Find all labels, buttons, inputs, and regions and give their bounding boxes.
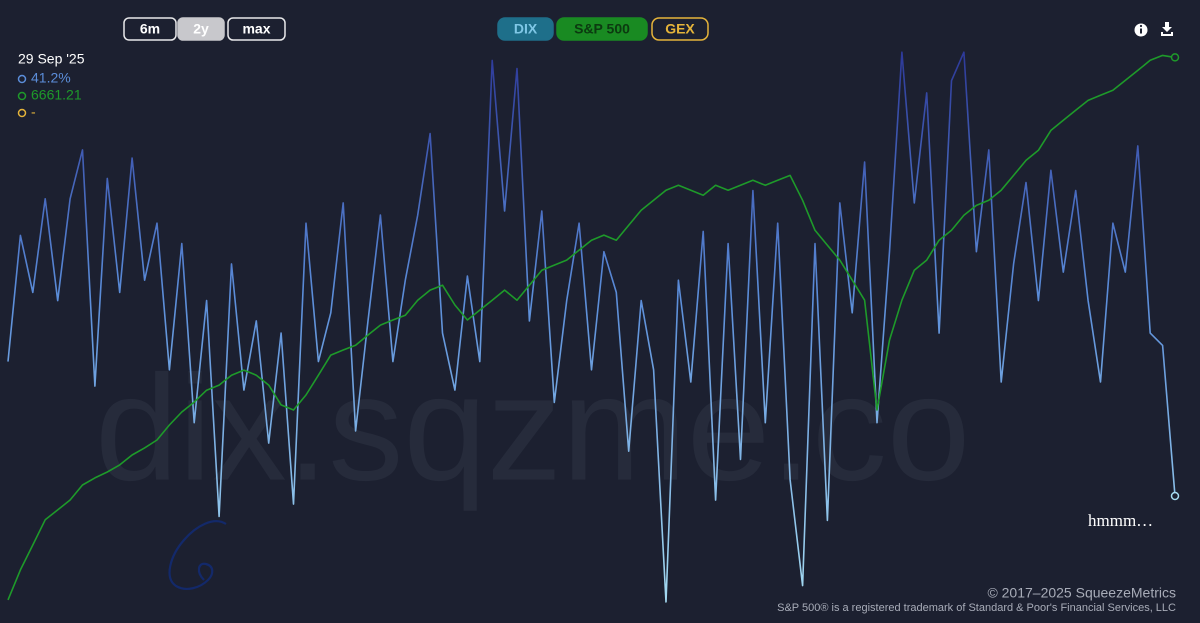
download-icon[interactable] bbox=[1161, 22, 1173, 36]
range-button[interactable] bbox=[177, 17, 225, 41]
range-button-label[interactable]: max bbox=[242, 21, 270, 37]
legend-label[interactable]: DIX bbox=[514, 21, 538, 37]
legend-toggle[interactable] bbox=[651, 17, 709, 41]
trademark: S&P 500® is a registered trademark of St… bbox=[777, 602, 1176, 614]
series-line bbox=[7, 54, 1176, 601]
series-line bbox=[7, 51, 1176, 603]
readout-dot bbox=[17, 74, 27, 84]
end-marker bbox=[1170, 491, 1180, 501]
annotation: hmmm… bbox=[1088, 511, 1153, 530]
readout-dot bbox=[17, 91, 27, 101]
plot bbox=[7, 51, 1180, 603]
doodle bbox=[168, 520, 227, 590]
end-marker bbox=[1170, 53, 1180, 62]
range-button[interactable] bbox=[123, 17, 177, 41]
readout-date: 29 Sep '25 bbox=[18, 51, 85, 67]
readout-value: 41.2% bbox=[31, 70, 71, 86]
info-icon[interactable] bbox=[1134, 23, 1148, 37]
readout-value: 6661.21 bbox=[31, 87, 82, 103]
readout-dot bbox=[17, 108, 27, 118]
range-button[interactable] bbox=[227, 17, 286, 41]
readout-value: - bbox=[31, 104, 36, 120]
range-button-label[interactable]: 2y bbox=[193, 21, 209, 37]
copyright: © 2017–2025 SqueezeMetrics bbox=[987, 585, 1176, 601]
legend-label[interactable]: S&P 500 bbox=[574, 21, 630, 37]
range-button-label[interactable]: 6m bbox=[140, 21, 160, 37]
legend-toggle[interactable] bbox=[556, 17, 648, 41]
legend-label[interactable]: GEX bbox=[665, 21, 695, 37]
controls: 6m 2y max DIX S&P 500 GEX 29 Sep '25 41.2%6661.… bbox=[17, 17, 709, 120]
legend-toggle[interactable] bbox=[497, 17, 554, 41]
